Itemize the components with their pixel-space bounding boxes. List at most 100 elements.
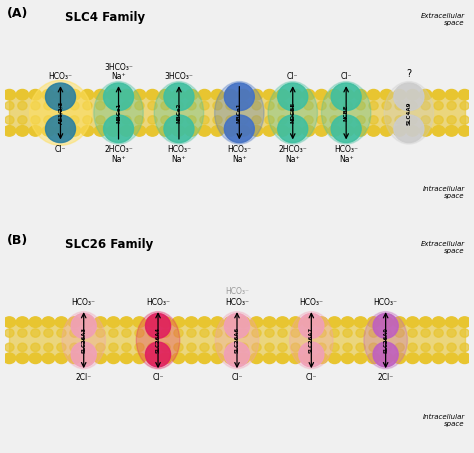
Ellipse shape [94, 125, 107, 136]
Ellipse shape [369, 101, 378, 110]
Ellipse shape [252, 329, 261, 337]
Ellipse shape [252, 116, 261, 124]
Ellipse shape [382, 329, 391, 337]
Ellipse shape [71, 313, 96, 338]
Ellipse shape [434, 329, 443, 337]
Ellipse shape [341, 125, 354, 136]
Text: SLC26A4: SLC26A4 [155, 327, 161, 353]
Ellipse shape [252, 101, 261, 110]
Ellipse shape [29, 125, 42, 136]
Ellipse shape [107, 125, 119, 136]
Ellipse shape [315, 353, 328, 364]
Ellipse shape [446, 89, 458, 100]
Ellipse shape [382, 343, 391, 352]
Ellipse shape [185, 353, 198, 364]
Ellipse shape [57, 343, 66, 352]
Ellipse shape [321, 82, 371, 144]
Ellipse shape [291, 116, 300, 124]
Text: Na⁺: Na⁺ [111, 72, 126, 81]
Ellipse shape [81, 89, 94, 100]
Text: Extracellular
space: Extracellular space [420, 241, 465, 254]
Ellipse shape [421, 101, 430, 110]
Ellipse shape [268, 82, 318, 144]
Ellipse shape [83, 101, 92, 110]
Ellipse shape [200, 101, 209, 110]
Ellipse shape [252, 343, 261, 352]
Ellipse shape [16, 317, 28, 328]
Ellipse shape [395, 101, 404, 110]
Ellipse shape [317, 101, 326, 110]
Ellipse shape [458, 125, 471, 136]
Ellipse shape [369, 343, 378, 352]
Ellipse shape [355, 353, 367, 364]
Ellipse shape [380, 353, 393, 364]
Ellipse shape [29, 80, 91, 145]
Ellipse shape [70, 116, 79, 124]
Ellipse shape [135, 329, 144, 337]
Ellipse shape [71, 342, 96, 367]
Ellipse shape [458, 89, 471, 100]
Ellipse shape [315, 317, 328, 328]
Ellipse shape [355, 317, 367, 328]
Text: 3HCO₃⁻: 3HCO₃⁻ [104, 63, 133, 72]
Ellipse shape [446, 125, 458, 136]
Ellipse shape [159, 317, 172, 328]
Ellipse shape [419, 125, 432, 136]
Ellipse shape [237, 89, 250, 100]
Ellipse shape [263, 353, 276, 364]
Text: 3HCO₃⁻: 3HCO₃⁻ [164, 72, 193, 81]
Ellipse shape [393, 353, 406, 364]
Ellipse shape [55, 89, 68, 100]
Text: HCO₃⁻: HCO₃⁻ [228, 145, 251, 154]
Ellipse shape [146, 313, 171, 338]
Ellipse shape [380, 317, 393, 328]
Ellipse shape [29, 353, 42, 364]
Ellipse shape [355, 89, 367, 100]
Ellipse shape [44, 116, 53, 124]
Ellipse shape [215, 312, 259, 369]
Ellipse shape [304, 329, 313, 337]
Ellipse shape [446, 317, 458, 328]
Ellipse shape [302, 125, 315, 136]
Text: SLC4A9: SLC4A9 [406, 101, 411, 125]
Ellipse shape [367, 317, 380, 328]
Ellipse shape [164, 115, 194, 143]
Ellipse shape [291, 343, 300, 352]
Ellipse shape [317, 343, 326, 352]
Ellipse shape [213, 329, 222, 337]
Ellipse shape [304, 101, 313, 110]
Ellipse shape [31, 116, 40, 124]
Ellipse shape [330, 101, 339, 110]
Text: Na⁺: Na⁺ [285, 155, 300, 164]
Ellipse shape [148, 329, 157, 337]
Text: (B): (B) [7, 234, 28, 247]
Text: 2Cl⁻: 2Cl⁻ [377, 373, 394, 382]
Ellipse shape [239, 343, 248, 352]
Ellipse shape [103, 115, 134, 143]
Ellipse shape [460, 343, 469, 352]
Ellipse shape [419, 353, 432, 364]
Ellipse shape [133, 317, 146, 328]
Text: NCBE: NCBE [344, 105, 349, 121]
Ellipse shape [369, 329, 378, 337]
Ellipse shape [70, 101, 79, 110]
Ellipse shape [3, 125, 16, 136]
Text: HCO₃⁻: HCO₃⁻ [146, 298, 170, 307]
Ellipse shape [81, 353, 94, 364]
Ellipse shape [289, 353, 302, 364]
Ellipse shape [278, 329, 287, 337]
Ellipse shape [109, 329, 118, 337]
Ellipse shape [29, 317, 42, 328]
Ellipse shape [356, 116, 365, 124]
Ellipse shape [185, 125, 198, 136]
Ellipse shape [250, 317, 263, 328]
Text: ?: ? [406, 68, 411, 78]
Ellipse shape [421, 343, 430, 352]
Bar [9, 96, 465, 130]
Ellipse shape [44, 101, 53, 110]
Ellipse shape [458, 353, 471, 364]
Ellipse shape [432, 89, 445, 100]
Ellipse shape [408, 329, 417, 337]
Ellipse shape [265, 343, 274, 352]
Text: SLC26 Family: SLC26 Family [65, 238, 154, 251]
